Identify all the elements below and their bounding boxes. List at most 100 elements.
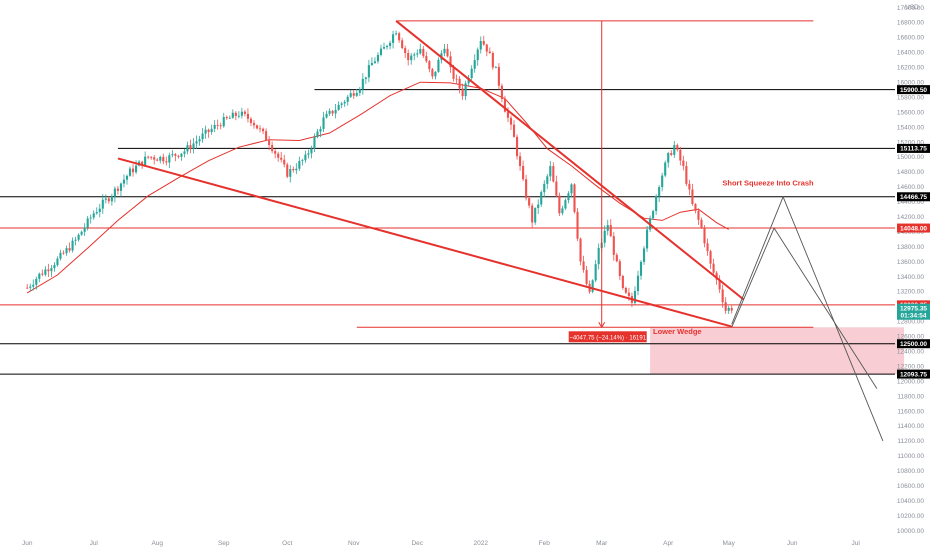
y-tick-label: 12000.00 bbox=[897, 378, 924, 385]
level-price-label: 14048.00 bbox=[900, 225, 927, 232]
candle-body bbox=[413, 54, 416, 56]
candle-body bbox=[122, 179, 126, 184]
candle-body bbox=[425, 56, 428, 62]
candle-body bbox=[567, 193, 570, 201]
candle-body bbox=[709, 251, 712, 264]
candle-body bbox=[661, 175, 664, 188]
y-tick-label: 10800.00 bbox=[897, 468, 924, 475]
candle-body bbox=[528, 198, 531, 206]
y-tick-label: 15800.00 bbox=[897, 94, 924, 101]
candle-body bbox=[479, 40, 482, 50]
candle-body bbox=[349, 93, 352, 97]
candle-body bbox=[642, 248, 646, 262]
candle-body bbox=[174, 154, 177, 156]
candle-body bbox=[373, 61, 376, 63]
y-tick-label: 11400.00 bbox=[897, 423, 924, 430]
candle-body bbox=[228, 117, 231, 119]
candle-body bbox=[730, 307, 733, 311]
candle-body bbox=[289, 169, 292, 177]
y-tick-label: 11200.00 bbox=[897, 438, 924, 445]
candle-body bbox=[727, 307, 730, 311]
candle-body bbox=[512, 124, 516, 137]
candle-body bbox=[319, 128, 322, 132]
candle-body bbox=[712, 263, 715, 273]
candle-body bbox=[509, 117, 513, 125]
candle-body bbox=[119, 183, 123, 191]
candle-body bbox=[180, 153, 183, 157]
candle-body bbox=[301, 160, 304, 162]
annotation-label: Lower Wedge bbox=[653, 327, 702, 336]
candle-body bbox=[328, 110, 331, 114]
candle-body bbox=[274, 151, 277, 154]
candle-body bbox=[398, 33, 401, 41]
candle-body bbox=[564, 200, 567, 209]
y-tick-label: 12600.00 bbox=[897, 334, 924, 341]
candle-body bbox=[86, 218, 89, 228]
currency-label: USD bbox=[905, 4, 919, 11]
candle-body bbox=[144, 156, 147, 166]
countdown-label: 01:34:54 bbox=[900, 313, 926, 320]
y-tick-label: 16600.00 bbox=[897, 35, 924, 42]
candle-body bbox=[446, 48, 449, 57]
level-price-label: 12500.00 bbox=[900, 341, 927, 348]
candle-body bbox=[210, 128, 213, 133]
candle-body bbox=[434, 71, 437, 77]
candle-body bbox=[618, 261, 621, 276]
candle-body bbox=[597, 247, 600, 265]
candle-body bbox=[428, 61, 431, 70]
level-price-tag bbox=[897, 369, 930, 379]
candle-body bbox=[715, 272, 718, 280]
candle-body bbox=[473, 60, 476, 69]
level-price-tag bbox=[897, 339, 930, 349]
candle-body bbox=[258, 128, 262, 130]
candle-body bbox=[646, 229, 649, 249]
y-tick-label: 15400.00 bbox=[897, 124, 924, 131]
projection-path bbox=[731, 227, 878, 389]
candle-body bbox=[80, 231, 83, 235]
candle-body bbox=[234, 112, 237, 116]
candle-body bbox=[561, 208, 564, 214]
candle-body bbox=[437, 59, 440, 72]
candle-body bbox=[171, 154, 174, 156]
y-tick-label: 12400.00 bbox=[897, 348, 924, 355]
candle-body bbox=[540, 192, 543, 205]
y-tick-label: 17000.00 bbox=[897, 5, 924, 12]
candle-body bbox=[724, 302, 727, 311]
candle-body bbox=[522, 165, 525, 180]
candle-body bbox=[243, 111, 246, 114]
candle-body bbox=[343, 101, 346, 104]
candle-body bbox=[718, 279, 721, 290]
candle-body bbox=[286, 164, 289, 177]
candle-body bbox=[237, 115, 240, 117]
candle-body bbox=[89, 217, 92, 219]
trendline-wedge-upper bbox=[395, 20, 745, 301]
candle-body bbox=[177, 155, 180, 157]
candle-body bbox=[280, 157, 283, 160]
candle-body bbox=[295, 168, 298, 171]
candle-body bbox=[679, 149, 682, 161]
candle-body bbox=[98, 208, 101, 213]
candle-body bbox=[519, 156, 522, 166]
candle-body bbox=[576, 211, 579, 239]
x-tick-label: Jun bbox=[787, 540, 798, 547]
candle-body bbox=[331, 110, 334, 114]
candle-body bbox=[240, 111, 243, 116]
candle-body bbox=[32, 284, 35, 287]
annotation-label: Short Squeeze Into Crash bbox=[722, 178, 814, 187]
candle-body bbox=[537, 204, 540, 209]
candle-body bbox=[591, 280, 594, 292]
candle-body bbox=[416, 53, 419, 55]
drawdown-label-box bbox=[568, 331, 647, 343]
candle-body bbox=[664, 162, 667, 176]
candle-body bbox=[59, 252, 62, 259]
drawings-layer: −4047.75 (−24.14%) · 16191 Short Squeeze … bbox=[117, 20, 884, 442]
x-tick-label: Feb bbox=[539, 540, 551, 547]
candle-body bbox=[334, 109, 337, 114]
candle-body bbox=[222, 117, 225, 127]
candle-body bbox=[395, 33, 398, 35]
candle-body bbox=[26, 287, 29, 289]
candle-body bbox=[204, 129, 207, 134]
candle-body bbox=[488, 51, 491, 54]
